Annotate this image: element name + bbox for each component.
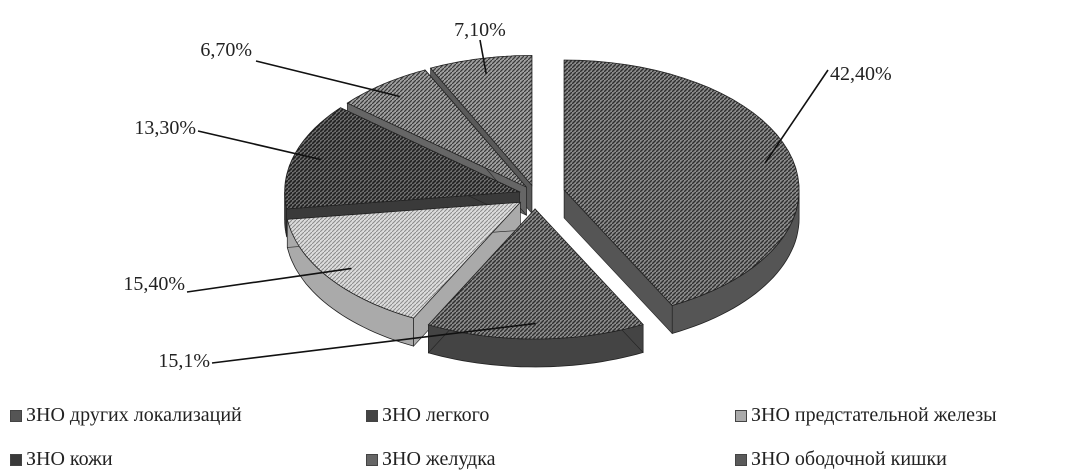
pie-slice-top [284, 107, 522, 210]
legend-item: ЗНО других локализаций [10, 404, 242, 427]
legend-label: ЗНО желудка [382, 448, 496, 470]
data-label: 6,70% [200, 39, 252, 61]
pie-slice-1 [563, 59, 800, 335]
leader-line [764, 69, 829, 164]
pie-slice-top [286, 201, 522, 319]
legend: ЗНО других локализаций ЗНО легкого ЗНО пре… [0, 392, 1070, 472]
legend-item: ЗНО предстательной железы [735, 404, 997, 427]
legend-swatch [366, 453, 378, 466]
legend-item: ЗНО легкого [366, 404, 489, 427]
leader-line [197, 130, 322, 161]
legend-swatch [10, 453, 22, 466]
data-label: 15,40% [123, 273, 185, 295]
pie-slice-3 [286, 201, 522, 347]
legend-label: ЗНО ободочной кишки [751, 448, 947, 470]
pie-slice-top [429, 54, 533, 187]
legend-label: ЗНО кожи [26, 448, 113, 470]
legend-label: ЗНО других локализаций [26, 404, 242, 426]
leader-line [211, 322, 536, 364]
legend-item: ЗНО кожи [10, 448, 113, 471]
data-label: 15,1% [158, 350, 210, 372]
data-label: 13,30% [134, 117, 196, 139]
leader-line [479, 39, 487, 75]
data-label: 7,10% [454, 19, 506, 41]
leader-line [186, 267, 352, 293]
legend-label: ЗНО предстательной железы [751, 404, 997, 426]
legend-swatch [735, 453, 747, 466]
legend-item: ЗНО ободочной кишки [735, 448, 947, 471]
legend-swatch [10, 409, 22, 422]
legend-swatch [366, 409, 378, 422]
pie-slice-2 [427, 208, 644, 368]
data-label: 42,40% [830, 63, 892, 85]
legend-swatch [735, 409, 747, 422]
pie-slice-top [563, 59, 800, 306]
legend-label: ЗНО легкого [382, 404, 490, 426]
leader-line [255, 60, 401, 98]
legend-item: ЗНО желудка [366, 448, 496, 471]
pie-slice-top [346, 69, 527, 188]
